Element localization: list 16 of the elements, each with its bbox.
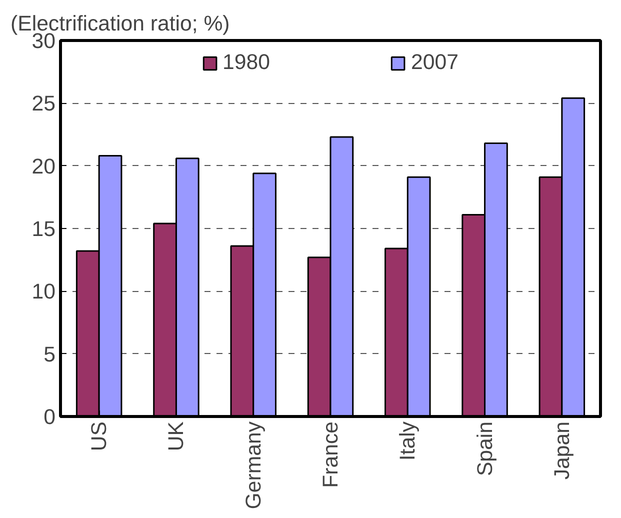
y-tick-label: 10 — [32, 280, 56, 304]
y-tick-label: 15 — [32, 217, 56, 241]
x-tick-label: Spain — [472, 421, 497, 476]
y-tick-label: 0 — [44, 405, 56, 429]
x-tick-label: Japan — [550, 421, 574, 480]
y-axis-title: (Electrification ratio; %) — [10, 12, 230, 36]
y-tick-label: 5 — [44, 342, 56, 366]
y-tick-label: 25 — [32, 92, 56, 116]
x-tick-label: UK — [164, 421, 188, 452]
legend-label: 2007 — [411, 50, 458, 75]
y-tick-label: 20 — [32, 154, 56, 178]
x-tick-label: Germany — [241, 421, 266, 510]
x-tick-label: US — [87, 421, 112, 452]
x-tick-label: Italy — [396, 421, 420, 461]
legend-label: 1980 — [222, 50, 270, 75]
x-tick-label: France — [318, 421, 342, 488]
